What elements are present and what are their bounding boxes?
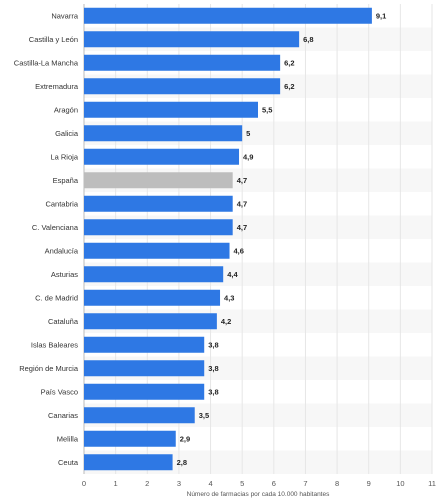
x-axis-title: Número de farmacias por cada 10.000 habi… bbox=[187, 491, 330, 498]
x-tick-label: 7 bbox=[303, 479, 307, 488]
value-label: 3,8 bbox=[208, 340, 218, 349]
value-label: 4,3 bbox=[224, 293, 234, 302]
value-label: 4,4 bbox=[227, 270, 238, 279]
category-label: Melilla bbox=[57, 434, 79, 443]
bar[interactable] bbox=[84, 195, 233, 212]
category-label: Región de Murcia bbox=[19, 364, 79, 373]
bar[interactable] bbox=[84, 101, 258, 118]
x-tick-label: 10 bbox=[396, 479, 404, 488]
value-label: 4,7 bbox=[237, 199, 247, 208]
value-label: 6,2 bbox=[284, 58, 294, 67]
value-labels: 9,1 6,8 6,2 6,2 5,5 5 4,9 4,7 4,7 4,7 4,6 4,4 4,3 4,2… bbox=[177, 11, 387, 467]
category-label: Castilla-La Mancha bbox=[14, 58, 79, 67]
value-label: 4,6 bbox=[234, 246, 244, 255]
bar[interactable] bbox=[84, 383, 205, 400]
value-label: 3,5 bbox=[199, 411, 209, 420]
bar[interactable] bbox=[84, 172, 233, 189]
bar[interactable] bbox=[84, 125, 243, 142]
category-label: Islas Baleares bbox=[31, 340, 78, 349]
bar[interactable] bbox=[84, 7, 372, 24]
category-label: C. de Madrid bbox=[35, 293, 78, 302]
bar[interactable] bbox=[84, 336, 205, 353]
category-label: Galicia bbox=[55, 129, 79, 138]
category-label: La Rioja bbox=[50, 152, 78, 161]
category-label: C. Valenciana bbox=[32, 223, 79, 232]
x-tick-label: 6 bbox=[272, 479, 276, 488]
x-tick-label: 4 bbox=[208, 479, 212, 488]
category-label: Andalucía bbox=[45, 246, 79, 255]
bar[interactable] bbox=[84, 407, 195, 424]
value-label: 6,2 bbox=[284, 82, 294, 91]
x-tick-labels: 0 1 2 3 4 5 6 7 8 9 10 11 bbox=[82, 479, 436, 488]
value-label: 4,7 bbox=[237, 223, 247, 232]
x-tick-label: 5 bbox=[240, 479, 244, 488]
value-label: 4,2 bbox=[221, 317, 231, 326]
category-label: Extremadura bbox=[35, 82, 79, 91]
category-label: Aragón bbox=[54, 105, 78, 114]
value-label: 6,8 bbox=[303, 35, 313, 44]
value-label: 9,1 bbox=[376, 11, 386, 20]
bar[interactable] bbox=[84, 289, 221, 306]
value-label: 3,8 bbox=[208, 364, 218, 373]
bar[interactable] bbox=[84, 148, 240, 165]
category-label: Asturias bbox=[51, 270, 78, 279]
value-label: 3,8 bbox=[208, 387, 218, 396]
x-tick-label: 8 bbox=[335, 479, 339, 488]
x-tick-label: 1 bbox=[114, 479, 118, 488]
category-label: País Vasco bbox=[41, 387, 78, 396]
bar[interactable] bbox=[84, 266, 224, 283]
value-label: 4,9 bbox=[243, 152, 253, 161]
category-label: España bbox=[53, 176, 79, 185]
x-tick-label: 3 bbox=[177, 479, 181, 488]
bar[interactable] bbox=[84, 242, 230, 259]
bar[interactable] bbox=[84, 31, 300, 48]
category-label: Ceuta bbox=[58, 458, 79, 467]
value-label: 5,5 bbox=[262, 105, 272, 114]
bar[interactable] bbox=[84, 430, 176, 447]
category-label: Cataluña bbox=[48, 317, 79, 326]
value-label: 2,9 bbox=[180, 434, 190, 443]
x-tick-label: 9 bbox=[367, 479, 371, 488]
value-label: 2,8 bbox=[177, 458, 187, 467]
bar[interactable] bbox=[84, 313, 217, 330]
bar[interactable] bbox=[84, 78, 281, 95]
category-label: Navarra bbox=[51, 11, 79, 20]
bar[interactable] bbox=[84, 360, 205, 377]
x-tick-label: 2 bbox=[145, 479, 149, 488]
value-label: 4,7 bbox=[237, 176, 247, 185]
category-labels: Navarra Castilla y León Castilla-La Mancha… bbox=[14, 11, 79, 467]
bars bbox=[84, 7, 372, 471]
bar[interactable] bbox=[84, 54, 281, 71]
category-label: Cantabria bbox=[45, 199, 78, 208]
bar[interactable] bbox=[84, 454, 173, 471]
x-tick-label: 0 bbox=[82, 479, 86, 488]
x-tick-label: 11 bbox=[428, 479, 436, 488]
value-label: 5 bbox=[246, 129, 250, 138]
category-label: Castilla y León bbox=[29, 35, 78, 44]
category-label: Canarias bbox=[48, 411, 78, 420]
bar[interactable] bbox=[84, 219, 233, 236]
